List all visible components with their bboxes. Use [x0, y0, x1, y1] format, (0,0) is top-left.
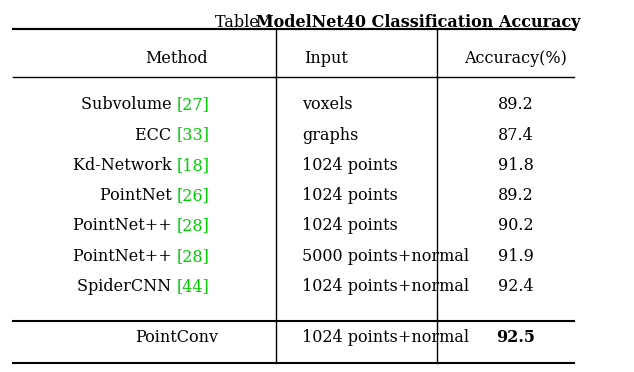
Text: [28]: [28]	[177, 217, 210, 234]
Text: [44]: [44]	[177, 278, 209, 295]
Text: 91.8: 91.8	[498, 157, 534, 174]
Text: ModelNet40 Classification Accuracy: ModelNet40 Classification Accuracy	[256, 14, 580, 31]
Text: PointNet++: PointNet++	[73, 248, 177, 264]
Text: Table 1. ​ModelNet40 Classification Accuracy: Table 1. ​ModelNet40 Classification Accu…	[110, 14, 477, 31]
Text: Table 1.: Table 1.	[215, 14, 284, 31]
Text: PointNet++: PointNet++	[73, 217, 177, 234]
Text: Subvolume: Subvolume	[81, 96, 177, 113]
Text: graphs: graphs	[302, 126, 359, 144]
Text: PointNet: PointNet	[100, 187, 177, 204]
Text: 90.2: 90.2	[498, 217, 533, 234]
Text: 89.2: 89.2	[498, 96, 533, 113]
Text: 1024 points+normal: 1024 points+normal	[302, 278, 469, 295]
Text: [27]: [27]	[177, 96, 210, 113]
Text: 1024 points: 1024 points	[302, 157, 398, 174]
Text: PointConv: PointConv	[135, 329, 218, 346]
Text: 89.2: 89.2	[498, 187, 533, 204]
Text: 92.4: 92.4	[498, 278, 533, 295]
Text: 5000 points+normal: 5000 points+normal	[302, 248, 469, 264]
Text: [28]: [28]	[177, 248, 210, 264]
Text: 91.9: 91.9	[498, 248, 534, 264]
Text: voxels: voxels	[302, 96, 353, 113]
Text: 87.4: 87.4	[498, 126, 533, 144]
Text: 1024 points+normal: 1024 points+normal	[302, 329, 469, 346]
Text: Method: Method	[145, 50, 208, 67]
Text: Accuracy(%): Accuracy(%)	[464, 50, 567, 67]
Text: ECC: ECC	[136, 126, 177, 144]
Text: Input: Input	[304, 50, 347, 67]
Text: Kd-Network: Kd-Network	[73, 157, 177, 174]
Text: SpiderCNN: SpiderCNN	[77, 278, 177, 295]
Text: [33]: [33]	[177, 126, 210, 144]
Text: [18]: [18]	[177, 157, 210, 174]
Text: 1024 points: 1024 points	[302, 217, 398, 234]
Text: 92.5: 92.5	[496, 329, 535, 346]
Text: 1024 points: 1024 points	[302, 187, 398, 204]
Text: [26]: [26]	[177, 187, 210, 204]
